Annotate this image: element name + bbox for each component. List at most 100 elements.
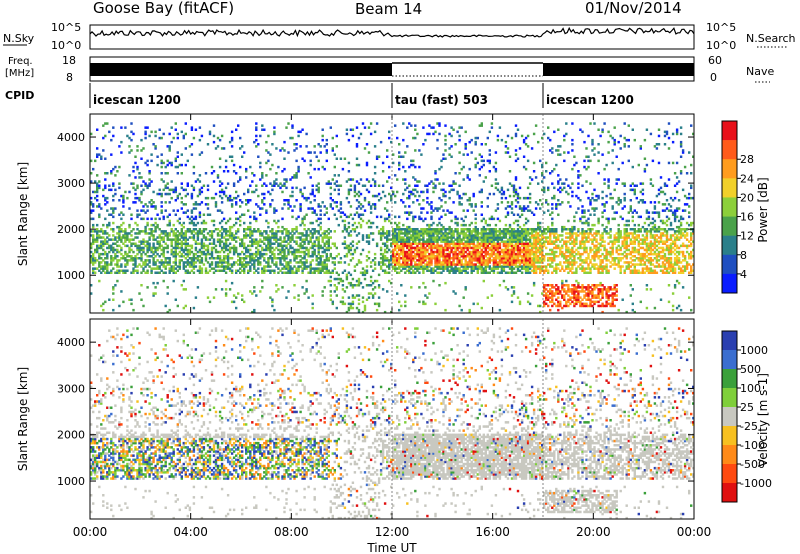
rti-cell: [172, 279, 175, 283]
rti-cell: [261, 128, 264, 131]
rti-cell: [524, 263, 528, 266]
rti-cell: [476, 265, 479, 268]
rti-cell: [468, 196, 471, 200]
rti-cell: [450, 257, 453, 260]
rti-cell: [130, 217, 133, 221]
rti-cell: [512, 240, 516, 243]
rti-cell: [98, 263, 101, 266]
rti-cell: [504, 271, 508, 274]
rti-cell: [281, 190, 284, 194]
rti-cell: [144, 182, 147, 185]
cpid-panel: CPID icescan 1200 tau (fast) 503 icescan 1…: [5, 83, 634, 108]
rti-cell: [158, 188, 161, 192]
rti-cell: [537, 259, 540, 262]
rti-cell: [341, 300, 345, 304]
rti-cell: [321, 250, 324, 254]
rti-cell: [118, 182, 121, 185]
rti-cell: [381, 288, 385, 291]
rti-cell: [426, 255, 429, 258]
rti-cell: [180, 186, 183, 190]
rti-cell: [551, 223, 554, 227]
rti-cell: [146, 263, 149, 266]
freq-unit-label: [MHz]: [5, 68, 34, 79]
rti-cell: [460, 271, 463, 274]
rti-cell: [319, 257, 322, 260]
rti-cell: [309, 261, 312, 264]
rti-cell: [182, 211, 185, 214]
rti-cell: [96, 194, 99, 198]
rti-cell: [418, 248, 421, 252]
rti-cell: [245, 236, 248, 239]
rti-cell: [418, 267, 421, 270]
rti-cell: [345, 252, 349, 256]
rti-cell: [295, 271, 298, 274]
rti-cell: [547, 230, 550, 233]
rti-cell: [291, 236, 294, 239]
rti-cell: [422, 232, 425, 235]
rti-cell: [444, 143, 447, 146]
rti-cell: [180, 182, 183, 185]
rti-cell: [168, 261, 171, 264]
rti-cell: [239, 147, 242, 150]
rti-cell: [327, 259, 330, 262]
rti-cell: [164, 230, 167, 233]
rti-cell: [230, 138, 234, 142]
rti-cell: [430, 259, 433, 262]
rti-cell: [458, 271, 461, 274]
rti-cell: [295, 248, 298, 252]
rti-cell: [283, 236, 286, 239]
rti-cell: [331, 242, 334, 245]
rti-cell: [432, 269, 435, 272]
rti-cell: [110, 263, 113, 266]
rti-cell: [190, 246, 194, 250]
rti-cell: [172, 246, 175, 250]
rti-cell: [547, 271, 550, 274]
rti-cell: [436, 263, 439, 266]
rti-cell: [259, 252, 262, 256]
rti-cell: [408, 267, 411, 270]
rti-cell: [192, 188, 196, 192]
rti-cell: [174, 248, 177, 252]
rti-cell: [510, 269, 514, 272]
rti-cell: [265, 211, 268, 214]
rti-cell: [154, 238, 157, 241]
rti-cell: [92, 267, 95, 270]
rti-cell: [488, 242, 491, 245]
rti-cell: [398, 228, 401, 231]
rti-cell: [386, 271, 389, 274]
rti-cell: [224, 159, 228, 163]
rti-cell: [259, 165, 262, 169]
rti-cell: [504, 259, 508, 262]
rti-cell: [293, 232, 296, 235]
rti-cell: [418, 255, 421, 258]
rti-cell: [549, 149, 552, 152]
rti-cell: [357, 310, 361, 314]
rti-cell: [222, 217, 226, 221]
rti-cell: [341, 279, 345, 283]
rti-cell: [532, 236, 536, 239]
rti-cell: [114, 238, 117, 241]
rti-cell: [420, 242, 423, 245]
rti-cell: [180, 234, 183, 237]
rti-cell: [134, 161, 137, 165]
rti-cell: [184, 244, 187, 248]
rti-cell: [106, 265, 109, 268]
rti-cell: [400, 250, 403, 254]
rti-cell: [526, 246, 530, 250]
rti-cell: [508, 244, 512, 248]
rti-cell: [377, 261, 381, 264]
rti-cell: [325, 269, 328, 272]
rti-cell: [528, 242, 532, 245]
rti-cell: [488, 153, 491, 156]
rti-cell: [420, 228, 423, 231]
rti-cell: [472, 192, 475, 196]
rti-cell: [253, 190, 256, 194]
rti-cell: [267, 244, 270, 248]
rti-cell: [496, 267, 500, 270]
rti-cell: [373, 207, 377, 210]
rti-cell: [329, 186, 332, 190]
rti-cell: [174, 261, 177, 264]
rti-cell: [90, 257, 93, 260]
rti-cell: [514, 257, 518, 260]
rti-cell: [297, 261, 300, 264]
